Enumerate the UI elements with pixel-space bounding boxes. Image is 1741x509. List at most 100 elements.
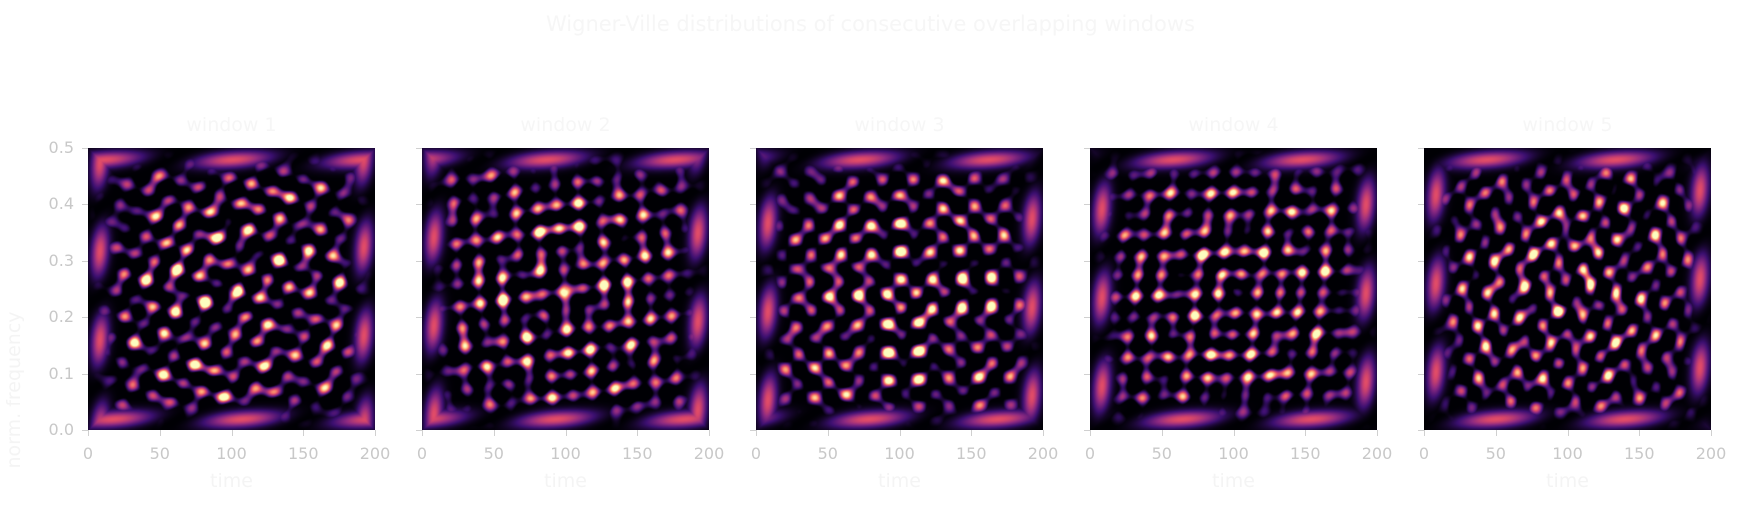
x-tick-label: 200 <box>359 444 391 463</box>
y-tick-mark <box>416 148 422 149</box>
x-tick-mark <box>88 430 89 436</box>
y-tick-mark <box>82 260 88 262</box>
panel-title: window 4 <box>1188 114 1279 136</box>
heatmap-window-5 <box>1424 148 1711 430</box>
x-tick-mark <box>1495 430 1497 436</box>
x-tick-mark <box>899 430 901 436</box>
x-axis-label: time <box>544 470 587 492</box>
y-tick-label: 0.2 <box>48 307 74 327</box>
y-tick-mark <box>750 430 756 431</box>
heatmap-window-2 <box>422 148 709 430</box>
x-tick-label: 100 <box>216 444 247 463</box>
panel-title: window 5 <box>1522 114 1613 136</box>
y-tick-mark <box>416 373 422 375</box>
y-tick-mark <box>750 260 756 262</box>
x-tick-label: 100 <box>884 444 915 463</box>
x-tick-label: 50 <box>149 444 170 463</box>
y-tick-mark <box>416 204 422 206</box>
x-tick-mark <box>709 430 710 436</box>
x-tick-mark <box>565 430 567 436</box>
panel-window-4: window 4 time 0 50 100 150 200 <box>1084 114 1392 492</box>
x-axis-label: time <box>1212 470 1255 492</box>
x-tick-mark <box>1639 430 1641 436</box>
x-tick-mark <box>231 430 233 436</box>
x-tick-label: 50 <box>1485 444 1506 463</box>
x-tick-mark <box>827 430 829 436</box>
x-tick-label: 200 <box>1027 444 1059 463</box>
y-tick-mark <box>1084 317 1090 319</box>
x-tick-mark <box>1567 430 1569 436</box>
x-tick-mark <box>375 430 376 436</box>
y-tick-mark <box>82 373 88 375</box>
x-tick-mark <box>1043 430 1044 436</box>
x-tick-label: 50 <box>1151 444 1172 463</box>
x-tick-label: 0 <box>1084 444 1096 463</box>
x-tick-mark <box>159 430 161 436</box>
x-tick-mark <box>971 430 973 436</box>
panel-window-1: window 1 time 0 50 100 150 200 0.0 0.1 0.2 0.3 0.… <box>49 114 391 492</box>
x-tick-label: 50 <box>817 444 838 463</box>
x-tick-label: 0 <box>82 444 94 463</box>
y-tick-mark <box>1418 430 1424 431</box>
y-tick-mark <box>416 317 422 319</box>
x-tick-label: 0 <box>1418 444 1430 463</box>
y-tick-mark <box>416 260 422 262</box>
y-tick-mark <box>1418 148 1424 149</box>
y-tick-mark <box>1418 373 1424 375</box>
y-tick-mark <box>750 317 756 319</box>
x-axis-label: time <box>1546 470 1589 492</box>
x-tick-mark <box>1090 430 1091 436</box>
heatmap-window-3 <box>756 148 1043 430</box>
y-axis-label-text: norm. frequency <box>3 311 25 469</box>
x-tick-mark <box>1377 430 1378 436</box>
panel-window-5: window 5 time 0 50 100 150 200 <box>1418 114 1726 492</box>
x-tick-label: 200 <box>693 444 725 463</box>
y-tick-mark <box>1418 260 1424 262</box>
figure-title: Wigner-Ville distributions of consecutiv… <box>545 12 1195 36</box>
panel-window-3: window 3 time 0 50 100 150 200 <box>750 114 1058 492</box>
y-tick-mark <box>1418 317 1424 319</box>
y-tick-label: 0.5 <box>48 138 74 157</box>
x-tick-label: 100 <box>550 444 581 463</box>
x-tick-label: 150 <box>621 444 653 463</box>
x-tick-label: 150 <box>1289 444 1321 463</box>
x-tick-label: 150 <box>1623 444 1655 463</box>
x-tick-label: 0 <box>750 444 762 463</box>
panel-title: window 3 <box>854 114 945 136</box>
x-tick-mark <box>756 430 757 436</box>
y-tick-mark <box>750 148 756 149</box>
x-tick-mark <box>1711 430 1712 436</box>
x-tick-label: 100 <box>1552 444 1583 463</box>
x-tick-mark <box>493 430 495 436</box>
x-axis-label: time <box>878 470 921 492</box>
y-tick-mark <box>1084 260 1090 262</box>
y-tick-mark <box>1084 373 1090 375</box>
y-tick-mark <box>1084 430 1090 431</box>
y-tick-label: 0.4 <box>48 194 74 214</box>
x-tick-label: 100 <box>1218 444 1249 463</box>
x-tick-mark <box>422 430 423 436</box>
y-tick-mark <box>82 204 88 206</box>
y-tick-mark <box>1084 204 1090 206</box>
x-tick-mark <box>1161 430 1163 436</box>
x-tick-label: 50 <box>483 444 504 463</box>
y-tick-mark <box>416 430 422 431</box>
x-tick-label: 0 <box>416 444 428 463</box>
y-tick-mark <box>82 148 88 149</box>
panel-title: window 1 <box>186 114 277 136</box>
heatmap-window-4 <box>1090 148 1377 430</box>
panel-title: window 2 <box>520 114 611 136</box>
x-tick-mark <box>637 430 639 436</box>
y-tick-mark <box>1418 204 1424 206</box>
y-tick-label: 0.0 <box>48 420 74 439</box>
y-tick-mark <box>750 204 756 206</box>
panel-window-2: window 2 time 0 50 100 150 200 <box>416 114 724 492</box>
x-tick-label: 200 <box>1361 444 1393 463</box>
x-axis-label: time <box>210 470 253 492</box>
x-tick-mark <box>1233 430 1235 436</box>
x-tick-mark <box>1424 430 1425 436</box>
y-tick-mark <box>750 373 756 375</box>
y-tick-mark <box>1084 148 1090 149</box>
x-tick-label: 200 <box>1695 444 1727 463</box>
y-tick-label: 0.3 <box>48 250 74 270</box>
